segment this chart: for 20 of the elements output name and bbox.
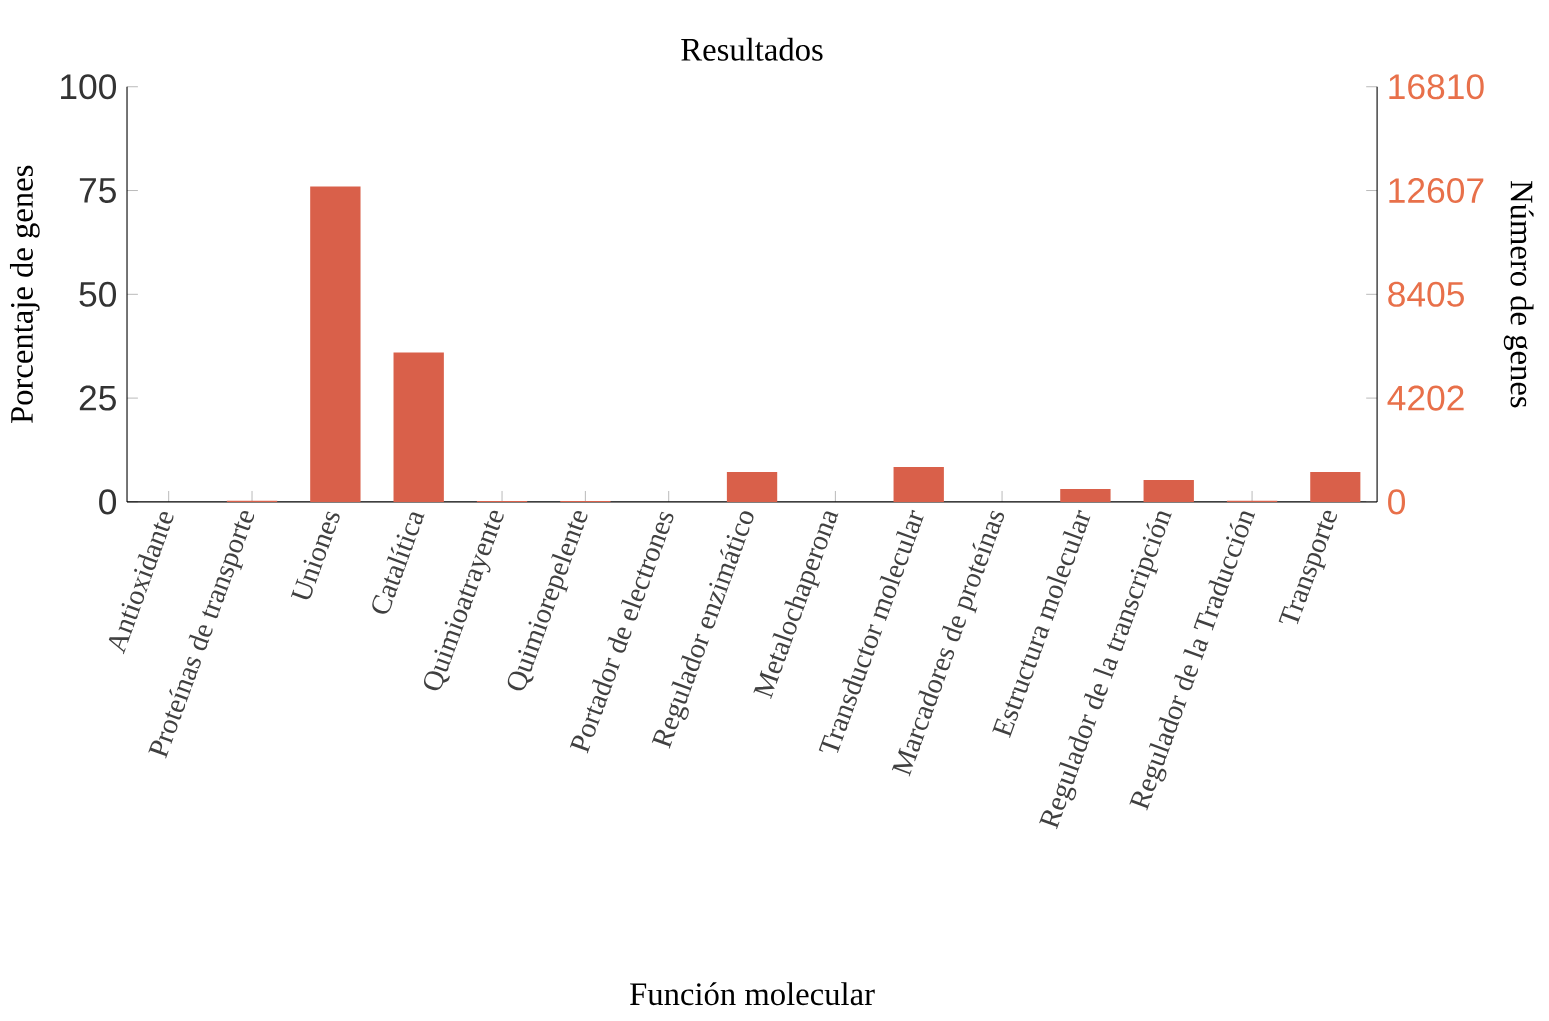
x-axis-title: Función molecular — [630, 982, 875, 1006]
bar — [310, 186, 361, 502]
y2-axis-title: Número de genes — [1503, 181, 1534, 408]
bar — [393, 352, 444, 502]
y-axis-title: Porcentaje de genes — [9, 165, 40, 424]
y-tick-label: 25 — [79, 385, 116, 411]
y2-tick-label: 0 — [1388, 489, 1406, 515]
chart-title: Resultados — [681, 37, 823, 61]
y2-tick-label: 12607 — [1389, 178, 1484, 204]
bar — [1143, 479, 1194, 502]
y-tick-label: 75 — [79, 178, 116, 203]
y-tick-label: 50 — [79, 281, 117, 307]
y2-tick-label: 8405 — [1388, 281, 1464, 307]
bar — [893, 467, 944, 502]
bar — [1060, 489, 1111, 502]
y-tick-label: 100 — [61, 74, 117, 100]
y2-tick-label: 4202 — [1387, 385, 1464, 411]
bar — [1310, 472, 1361, 502]
bar — [726, 472, 778, 502]
y2-tick-label: 16810 — [1389, 74, 1484, 100]
